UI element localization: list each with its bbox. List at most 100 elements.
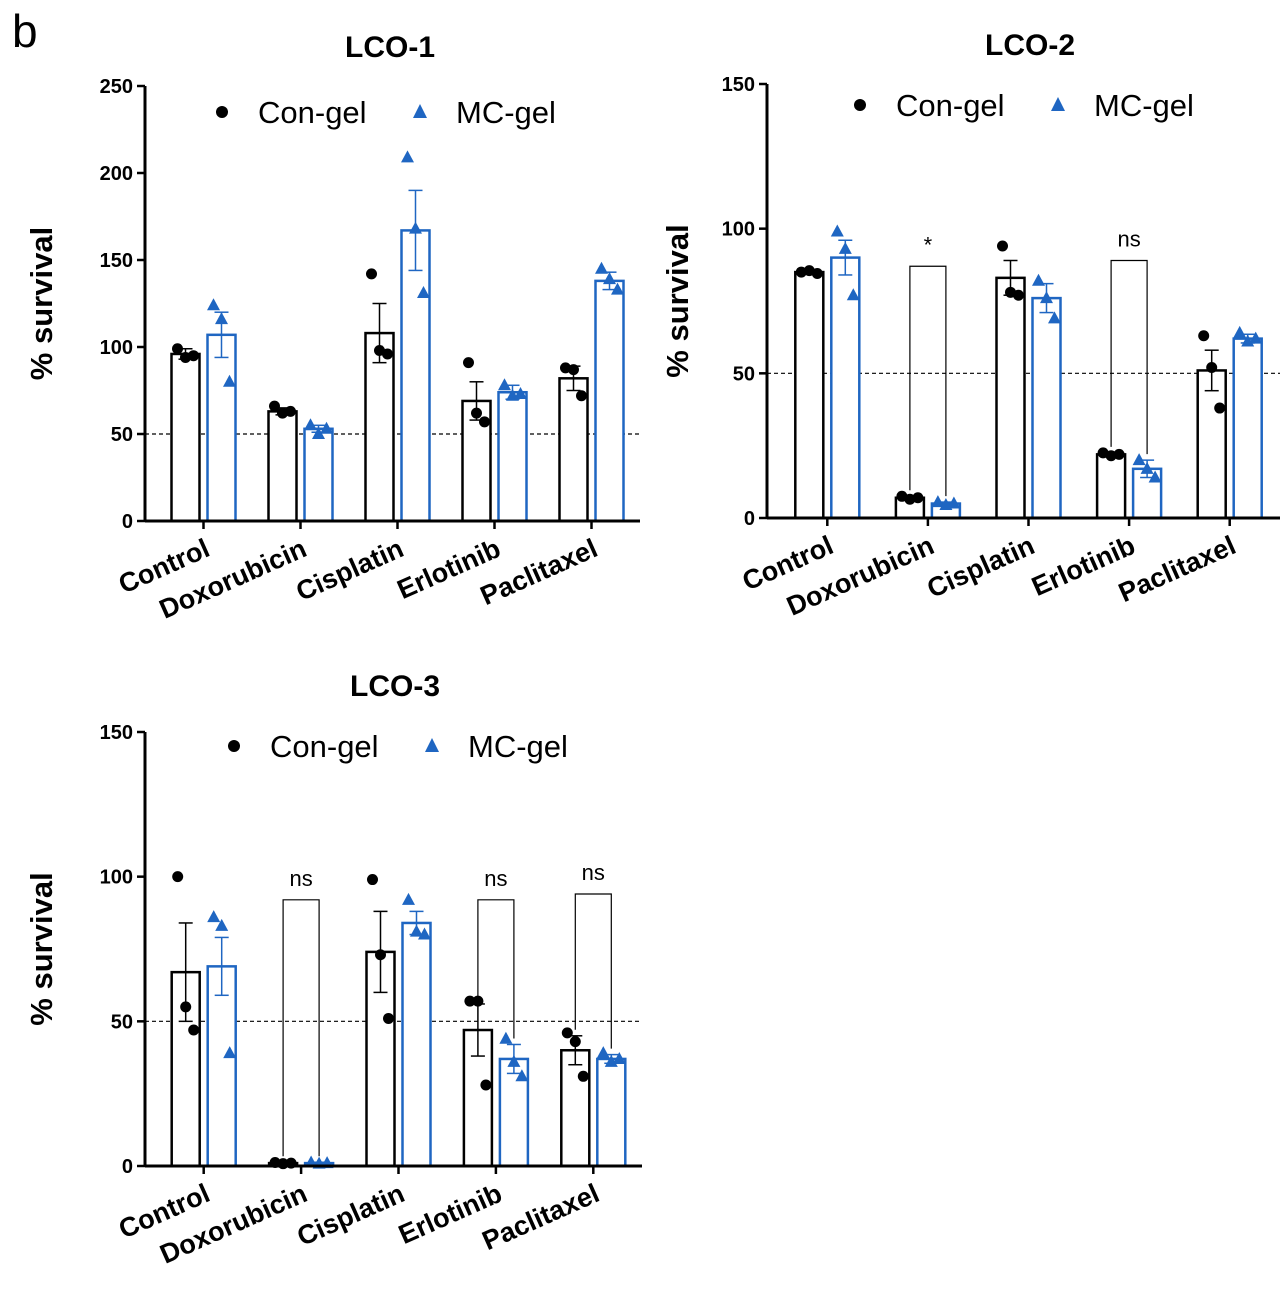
chart-lco-2: LCO-2% survival050100150ControlDoxorubic… — [660, 29, 1280, 622]
data-point-con-gel — [269, 400, 280, 412]
bar-con-gel-control — [794, 270, 825, 520]
data-point-mc-gel — [498, 378, 511, 391]
data-point-mc-gel — [499, 1031, 513, 1044]
bar-mc-gel-cisplatin — [1031, 296, 1062, 520]
data-point-mc-gel — [514, 386, 527, 399]
bar-con-gel-cisplatin — [995, 276, 1026, 520]
data-point-mc-gel — [596, 1046, 610, 1059]
data-point-con-gel — [912, 492, 924, 504]
data-point-mc-gel — [418, 927, 431, 940]
legend-label-con-gel: Con-gel — [896, 88, 1005, 123]
y-tick-label-50: 50 — [733, 363, 755, 385]
data-point-con-gel — [471, 407, 482, 419]
data-point-mc-gel — [947, 496, 961, 509]
y-tick-label-0: 0 — [122, 1156, 133, 1178]
data-point-con-gel — [1206, 362, 1218, 374]
bar-mc-gel-paclitaxel — [594, 279, 625, 523]
data-point-mc-gel — [611, 282, 624, 295]
data-point-con-gel — [569, 1036, 581, 1048]
legend-label-con-gel: Con-gel — [270, 729, 379, 764]
data-point-con-gel — [1113, 448, 1125, 460]
data-point-con-gel — [172, 871, 184, 883]
data-point-mc-gel — [304, 418, 317, 431]
significance-bracket-doxorubicin — [909, 265, 947, 497]
data-point-mc-gel — [612, 1051, 626, 1064]
data-point-mc-gel — [215, 918, 229, 931]
bar-mc-gel-doxorubicin — [303, 427, 334, 523]
data-point-mc-gel — [838, 241, 852, 254]
y-tick-label-50: 50 — [111, 424, 133, 446]
data-point-mc-gel — [320, 421, 333, 434]
bar-con-gel-paclitaxel — [560, 1049, 591, 1168]
y-axis-label: % survival — [24, 872, 59, 1025]
data-point-mc-gel — [931, 495, 945, 508]
data-point-con-gel — [382, 348, 393, 360]
data-point-mc-gel — [515, 1069, 529, 1082]
y-tick-label-100: 100 — [722, 219, 755, 241]
bar-mc-gel-paclitaxel — [596, 1057, 627, 1168]
chart-lco-1: LCO-1% survival050100150200250ControlDox… — [24, 31, 640, 625]
bar-mc-gel-paclitaxel — [1232, 337, 1263, 520]
data-point-con-gel — [577, 1070, 589, 1082]
significance-bracket-paclitaxel — [574, 893, 612, 1049]
chart-title: LCO-3 — [350, 670, 440, 703]
legend-marker-mc-gel — [413, 104, 427, 118]
data-point-mc-gel — [402, 892, 415, 905]
data-point-con-gel — [367, 874, 378, 886]
data-point-mc-gel — [1249, 331, 1263, 344]
bar-mc-gel-cisplatin — [400, 229, 431, 523]
data-point-con-gel — [576, 390, 587, 402]
x-tick-label-paclitaxel: Paclitaxel — [1114, 530, 1240, 608]
chart-title: LCO-2 — [985, 29, 1075, 62]
legend-marker-con-gel — [854, 99, 866, 111]
data-point-con-gel — [480, 1079, 492, 1091]
legend-label-con-gel: Con-gel — [258, 95, 367, 130]
data-point-con-gel — [463, 357, 474, 369]
data-point-con-gel — [375, 949, 386, 961]
legend: Con-gel MC-gel — [228, 729, 568, 764]
data-point-mc-gel — [1233, 325, 1247, 338]
significance-label-paclitaxel: ns — [582, 860, 605, 885]
y-tick-label-200: 200 — [100, 163, 133, 185]
data-point-mc-gel — [207, 298, 220, 311]
legend-marker-mc-gel — [1051, 97, 1065, 111]
significance-bracket-erlotinib — [1110, 259, 1148, 455]
bar-mc-gel-erlotinib — [497, 390, 528, 523]
data-point-mc-gel — [401, 150, 414, 163]
data-point-mc-gel — [603, 272, 616, 285]
x-tick-label-cisplatin: Cisplatin — [293, 1178, 409, 1252]
y-tick-label-0: 0 — [744, 508, 755, 530]
data-point-con-gel — [472, 995, 484, 1007]
y-tick-label-100: 100 — [100, 867, 133, 889]
data-point-mc-gel — [223, 374, 236, 387]
data-point-mc-gel — [1048, 311, 1061, 324]
bar-mc-gel-control — [206, 965, 237, 1168]
y-tick-label-150: 150 — [100, 250, 133, 272]
chart-title: LCO-1 — [345, 31, 435, 64]
bar-mc-gel-cisplatin — [401, 921, 432, 1168]
data-point-mc-gel — [846, 288, 860, 301]
data-point-mc-gel — [207, 910, 221, 923]
y-tick-label-150: 150 — [722, 74, 755, 96]
y-tick-label-100: 100 — [100, 337, 133, 359]
data-point-con-gel — [180, 1001, 192, 1013]
chart-lco-3: LCO-3% survival050100150ControlDoxorubic… — [24, 670, 642, 1270]
data-point-mc-gel — [312, 427, 325, 439]
data-point-con-gel — [561, 1027, 573, 1039]
significance-label-erlotinib: ns — [1117, 226, 1140, 251]
data-point-mc-gel — [1140, 461, 1154, 474]
bar-mc-gel-control — [206, 333, 237, 523]
y-tick-label-150: 150 — [100, 722, 133, 744]
legend: Con-gel MC-gel — [216, 95, 556, 130]
data-point-con-gel — [1214, 402, 1226, 414]
x-tick-label-cisplatin: Cisplatin — [923, 530, 1039, 604]
panel-label: b — [12, 5, 38, 57]
data-point-con-gel — [1013, 289, 1024, 301]
legend-label-mc-gel: MC-gel — [1094, 88, 1194, 123]
x-tick-label-cisplatin: Cisplatin — [292, 533, 408, 607]
data-point-mc-gel — [223, 1046, 237, 1059]
significance-label-doxorubicin: * — [924, 232, 933, 257]
data-point-mc-gel — [1040, 291, 1053, 304]
data-point-con-gel — [188, 1024, 200, 1036]
